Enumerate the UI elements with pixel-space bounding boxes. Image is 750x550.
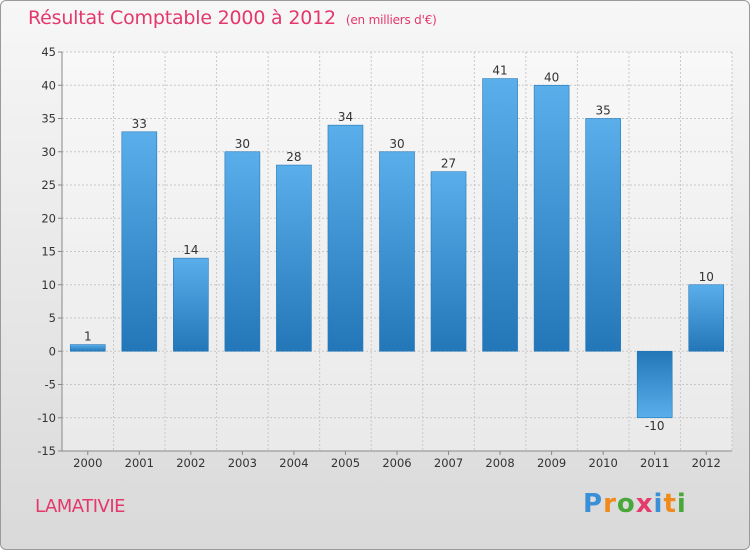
y-tick-label: 15 — [41, 245, 56, 259]
data-label-2004: 28 — [286, 150, 301, 164]
bars — [69, 78, 725, 419]
y-tick-label: 0 — [49, 344, 56, 358]
logo-letter: r — [603, 489, 617, 519]
x-tick-label: 2008 — [485, 456, 514, 470]
y-tick-label: -5 — [45, 378, 56, 392]
y-tick-label: 5 — [49, 311, 56, 325]
bar-2011[interactable] — [636, 350, 673, 419]
data-label-2009: 40 — [544, 70, 559, 84]
bar-2002[interactable] — [173, 257, 209, 352]
bar-2006[interactable] — [379, 151, 415, 352]
bar-2012[interactable] — [688, 284, 725, 352]
bar-2009[interactable] — [533, 84, 570, 352]
proxiti-logo[interactable]: Proxiti — [583, 489, 687, 519]
chart-title-text: Résultat Comptable 2000 à 2012 — [28, 7, 336, 29]
bar-2010[interactable] — [585, 118, 621, 352]
data-label-2007: 27 — [441, 157, 456, 171]
data-label-2010: 35 — [596, 104, 611, 118]
chart-subtitle: (en milliers d'€) — [345, 13, 437, 27]
logo-letter: o — [616, 489, 636, 519]
logo-letter: P — [583, 489, 604, 519]
bar-2003[interactable] — [224, 151, 261, 352]
x-tick-label: 2004 — [279, 456, 308, 470]
bar-2005[interactable] — [327, 124, 364, 352]
data-label-2005: 34 — [338, 110, 353, 124]
bar-2007[interactable] — [430, 171, 467, 352]
logo-letter: i — [653, 489, 664, 519]
y-tick-label: 25 — [41, 178, 56, 192]
x-tick-label: 2012 — [692, 456, 721, 470]
x-tick-label: 2003 — [228, 456, 257, 470]
x-tick-label: 2006 — [382, 456, 411, 470]
y-tick-label: 45 — [41, 45, 56, 59]
logo-letter: x — [635, 489, 654, 519]
y-tick-label: 40 — [41, 78, 56, 92]
y-tick-label: 35 — [41, 112, 56, 126]
x-tick-label: 2001 — [125, 456, 154, 470]
bar-2001[interactable] — [121, 131, 158, 352]
commune-name: LAMATIVIE — [35, 496, 126, 517]
data-labels: 1 33 14 30 28 34 30 27 41 40 35 -10 10 — [84, 64, 714, 433]
x-tick-label: 2000 — [73, 456, 102, 470]
x-tick-label: 2010 — [589, 456, 618, 470]
data-label-2006: 30 — [389, 137, 404, 151]
x-tick-label: 2011 — [640, 456, 669, 470]
bar-2008[interactable] — [482, 78, 518, 352]
x-tick-label: 2009 — [537, 456, 566, 470]
logo-letter: t — [663, 489, 677, 519]
bar-2000[interactable] — [69, 344, 106, 352]
data-label-2002: 14 — [183, 243, 198, 257]
bar-2004[interactable] — [276, 164, 312, 352]
y-tick-label: 10 — [41, 278, 56, 292]
data-label-2000: 1 — [84, 330, 92, 344]
data-label-2011: -10 — [645, 419, 665, 433]
y-tick-label: 20 — [41, 211, 56, 225]
y-tick-label: -15 — [37, 444, 56, 458]
y-axis: -15 -10 -5 0 5 10 15 20 25 30 35 40 45 — [37, 45, 63, 458]
data-label-2003: 30 — [235, 137, 250, 151]
y-tick-label: -10 — [37, 411, 56, 425]
data-label-2001: 33 — [132, 117, 147, 131]
data-label-2012: 10 — [699, 270, 714, 284]
x-tick-label: 2007 — [434, 456, 463, 470]
x-tick-label: 2002 — [176, 456, 205, 470]
y-tick-label: 30 — [41, 145, 56, 159]
data-label-2008: 41 — [492, 64, 507, 78]
x-axis: 2000 2001 2002 2003 2004 2005 2006 2007 2008 2009… — [62, 450, 732, 470]
x-tick-label: 2005 — [331, 456, 360, 470]
logo-letter: i — [676, 489, 687, 519]
chart-title: Résultat Comptable 2000 à 2012 (en millie… — [28, 7, 437, 29]
